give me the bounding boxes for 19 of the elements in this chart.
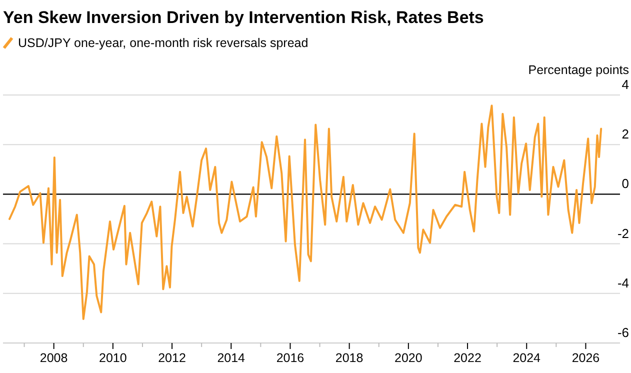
y-axis-title: Percentage points [528,63,629,77]
x-tick-label: 2018 [335,351,364,365]
x-tick-label: 2022 [454,351,482,365]
y-tick-label: 2 [622,126,629,142]
x-tick-label: 2014 [217,351,246,365]
x-tick-label: 2008 [40,351,68,365]
y-tick-label: -2 [617,226,629,241]
y-tick-label: 0 [622,176,629,192]
chart-title: Yen Skew Inversion Driven by Intervention Risk, Rates Bets [3,8,484,27]
x-tick-label: 2012 [158,351,186,365]
x-tick-label: 2026 [572,351,600,365]
x-tick-label: 2016 [276,351,304,365]
x-tick-label: 2010 [99,351,127,365]
legend-label: USD/JPY one-year, one-month risk reversals spread [18,36,308,50]
x-tick-label: 2024 [512,351,541,365]
y-tick-label: -4 [617,275,629,290]
y-tick-label: -6 [617,325,629,340]
y-tick-label: 4 [622,77,629,92]
x-tick-label: 2020 [394,351,422,365]
